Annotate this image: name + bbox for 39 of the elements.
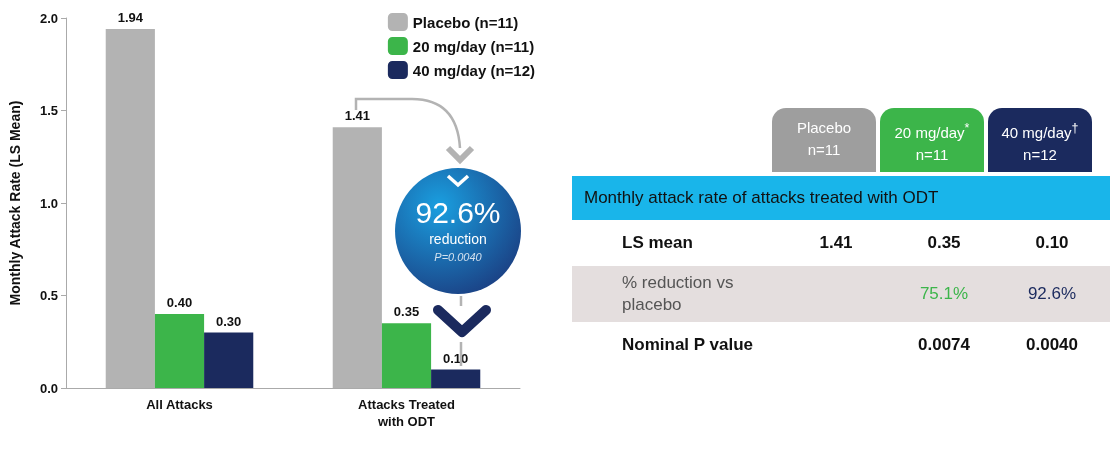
- annotation: P=0.0040: [433, 250, 483, 265]
- text: 0.0040: [1026, 335, 1078, 354]
- y-axis-title: Monthly Attack Rate (LS Mean): [7, 100, 23, 306]
- legend-label: 40 mg/day (n=12): [412, 61, 536, 79]
- data-label: 1.94: [117, 10, 144, 26]
- category-label: 20 mg/day$^{*}$ n=11: [894, 121, 970, 163]
- data-label: 0.30: [216, 313, 242, 329]
- data-label: 0.40: [166, 295, 193, 310]
- text: 75.1%: [919, 284, 969, 303]
- category-label: Placebo n=11: [795, 118, 853, 160]
- data-label: 0.10: [443, 350, 469, 366]
- annotation: 92.6%: [414, 196, 502, 230]
- legend-label: Placebo (n=11): [412, 13, 519, 31]
- text: 0.10: [1035, 233, 1069, 252]
- y-tick-label: 1.0: [39, 195, 58, 211]
- category-label: 40 mg/day$^{†}$ n=12: [1001, 121, 1079, 163]
- text: 0.35: [927, 233, 961, 252]
- data-label: 1.41: [344, 108, 370, 124]
- data-label: 0.35: [393, 304, 420, 320]
- bar: [204, 332, 254, 388]
- y-tick-label: 0.5: [39, 288, 58, 303]
- y-tick-label: 0.0: [39, 380, 58, 396]
- category-label: Nominal P value: [622, 335, 754, 354]
- bar: [154, 314, 205, 388]
- x-tick-label: All Attacks: [146, 397, 213, 412]
- y-tick-label: 2.0: [39, 10, 58, 26]
- category-label: % reduction vs placebo: [622, 273, 734, 314]
- legend-label: 20 mg/day (n=11): [412, 37, 535, 55]
- bar: [381, 323, 432, 388]
- annotation: reduction: [428, 230, 488, 248]
- bar: [431, 369, 481, 388]
- text: Monthly attack rate of attacks treated with ODT: [572, 176, 1110, 220]
- text: 92.6%: [1027, 284, 1077, 303]
- text: 0.0074: [918, 335, 970, 354]
- x-tick-label: Attacks Treated with ODT: [358, 397, 455, 429]
- circle-badge: 92.6% reduction P=0.0040: [395, 168, 521, 294]
- text: 1.41: [819, 233, 853, 252]
- category-label: LS mean: [622, 233, 693, 252]
- y-tick-label: 1.5: [39, 103, 58, 118]
